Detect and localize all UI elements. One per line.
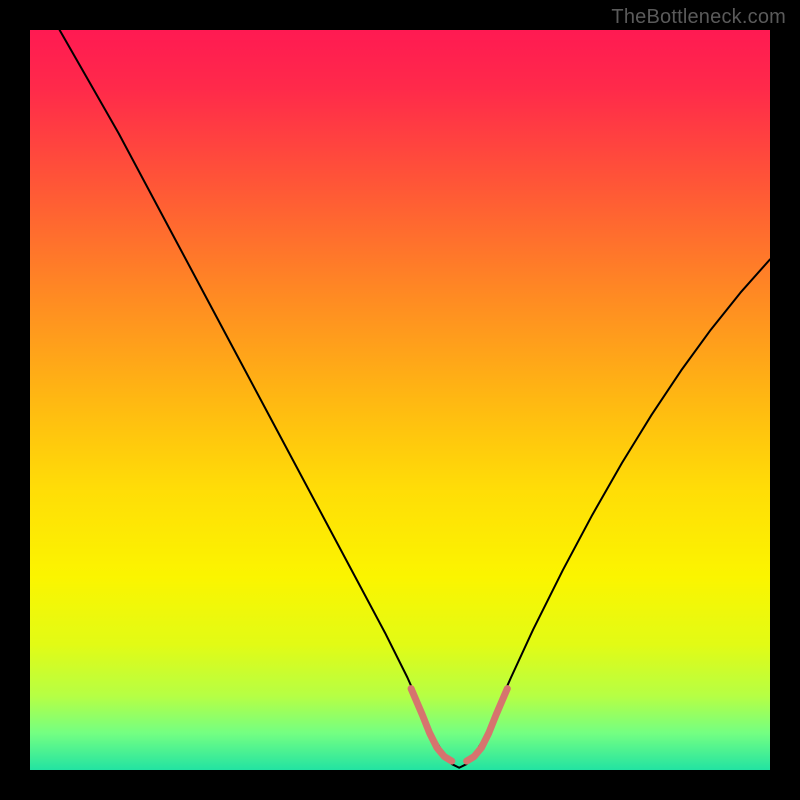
plot-area xyxy=(30,30,770,770)
watermark-text: TheBottleneck.com xyxy=(611,6,786,29)
chart-frame: TheBottleneck.com xyxy=(0,0,800,800)
bottleneck-curve-chart xyxy=(30,30,770,770)
gradient-background xyxy=(30,30,770,770)
